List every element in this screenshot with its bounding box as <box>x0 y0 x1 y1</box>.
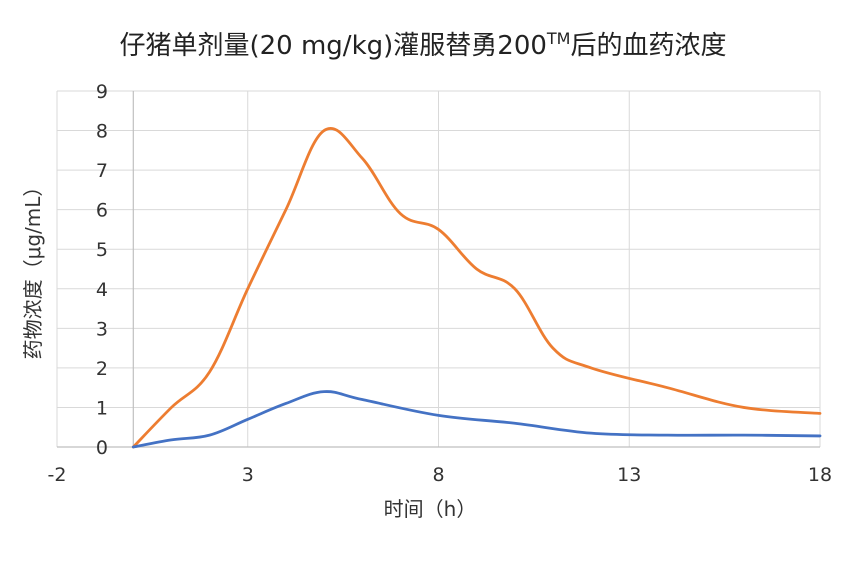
y-tick-label: 6 <box>96 200 108 222</box>
y-tick-label: 8 <box>96 121 108 143</box>
tick-layer: 0 1 2 3 4 5 6 7 8 9 -2 3 8 13 18 <box>48 81 833 486</box>
series-line-orange <box>131 127 822 449</box>
chart-title-main: 仔猪单剂量(20 mg/kg)灌服替勇200 <box>119 31 546 61</box>
y-tick-label: 0 <box>96 437 108 459</box>
series-layer <box>131 127 822 449</box>
grid-layer <box>56 90 821 447</box>
x-tick-label: 13 <box>617 464 641 486</box>
chart-title: 仔猪单剂量(20 mg/kg)灌服替勇200TM后的血药浓度 <box>119 29 726 61</box>
x-tick-label: 8 <box>432 464 444 486</box>
y-tick-label: 5 <box>96 239 108 261</box>
chart-title-sup: TM <box>546 29 571 48</box>
y-tick-label: 9 <box>96 81 108 103</box>
x-tick-label: 18 <box>808 464 832 486</box>
series-line-blue <box>131 390 822 449</box>
x-tick-label: -2 <box>48 464 67 486</box>
y-tick-label: 7 <box>96 160 108 182</box>
y-tick-label: 1 <box>96 397 108 419</box>
y-axis-label: 药物浓度（μg/mL） <box>21 177 45 360</box>
x-axis-label: 时间（h） <box>384 497 477 521</box>
axis-layer <box>57 91 820 448</box>
y-tick-label: 4 <box>96 279 108 301</box>
x-tick-label: 3 <box>242 464 254 486</box>
y-tick-label: 2 <box>96 358 108 380</box>
y-tick-label: 3 <box>96 318 108 340</box>
chart-title-tail: 后的血药浓度 <box>570 31 726 61</box>
